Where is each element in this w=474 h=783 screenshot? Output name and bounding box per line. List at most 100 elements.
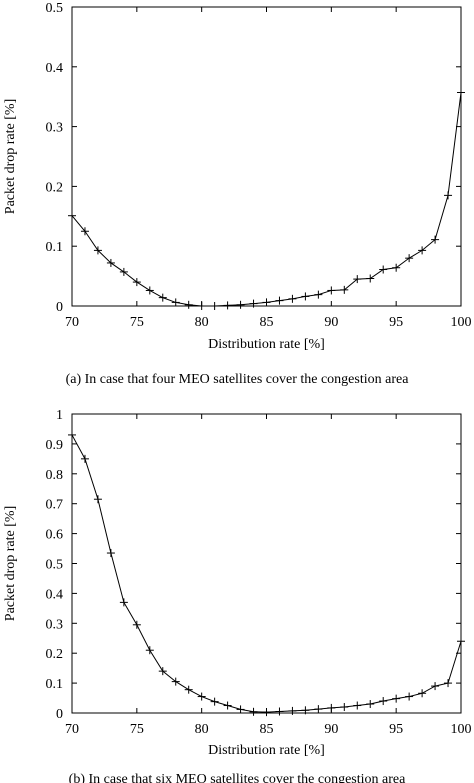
data-point-marker	[106, 549, 115, 558]
data-point-marker	[236, 300, 245, 309]
x-tick-label: 85	[260, 722, 274, 737]
data-point-marker	[444, 679, 453, 688]
data-point-marker	[275, 296, 284, 305]
data-point-marker	[132, 278, 141, 287]
data-point-marker	[457, 637, 465, 646]
data-point-marker	[210, 302, 219, 310]
x-tick-label: 85	[260, 315, 274, 330]
y-tick-label: 0.4	[46, 61, 64, 76]
data-point-marker	[366, 700, 375, 709]
data-point-marker	[392, 263, 401, 272]
series-line	[71, 92, 462, 307]
data-point-marker	[262, 298, 271, 307]
panel-caption: (b) In case that six MEO satellites cove…	[69, 772, 406, 783]
data-point-marker	[444, 191, 453, 200]
x-tick-label: 90	[324, 315, 338, 330]
y-tick-label: 0.9	[46, 438, 64, 453]
data-point-marker	[314, 290, 323, 299]
y-tick-label: 0.1	[46, 240, 64, 255]
y-tick-label: 0.5	[46, 1, 64, 16]
x-tick-label: 100	[451, 722, 472, 737]
data-point-marker	[340, 703, 349, 712]
data-point-marker	[314, 705, 323, 714]
x-tick-label: 70	[65, 315, 79, 330]
data-point-marker	[171, 677, 180, 686]
x-tick-label: 90	[324, 722, 338, 737]
x-tick-label: 80	[195, 315, 209, 330]
data-point-marker	[197, 302, 206, 310]
y-tick-label: 0.4	[46, 587, 64, 602]
data-point-marker	[158, 293, 167, 302]
y-tick-label: 0.5	[46, 558, 64, 573]
data-point-marker	[236, 705, 245, 714]
y-tick-label: 0.2	[46, 180, 64, 195]
data-point-marker	[171, 298, 180, 307]
y-tick-label: 0.7	[46, 498, 64, 513]
data-point-marker	[301, 706, 310, 715]
y-tick-label: 0	[56, 300, 63, 315]
data-point-marker	[106, 258, 115, 267]
y-tick-label: 0.6	[46, 528, 64, 543]
data-point-marker	[197, 692, 206, 701]
y-tick-label: 0.3	[46, 617, 64, 632]
data-point-marker	[379, 697, 388, 706]
data-point-marker	[68, 430, 76, 439]
data-point-marker	[392, 694, 401, 703]
y-axis-label: Packet drop rate [%]	[3, 99, 18, 214]
data-point-marker	[184, 300, 193, 309]
data-point-marker	[119, 598, 128, 607]
data-point-marker	[405, 254, 414, 263]
data-point-marker	[249, 707, 258, 716]
data-point-marker	[210, 697, 219, 706]
data-point-marker	[379, 265, 388, 274]
data-point-marker	[223, 701, 232, 710]
data-point-marker	[80, 227, 89, 236]
data-point-marker	[145, 286, 154, 295]
x-axis-label: Distribution rate [%]	[208, 337, 325, 352]
x-axis-label: Distribution rate [%]	[208, 743, 325, 758]
data-point-marker	[366, 274, 375, 283]
data-point-marker	[119, 267, 128, 276]
y-tick-label: 0.8	[46, 468, 64, 483]
data-point-marker	[288, 294, 297, 303]
x-tick-label: 75	[130, 722, 144, 737]
data-point-marker	[340, 285, 349, 294]
data-point-marker	[353, 701, 362, 710]
data-point-marker	[184, 685, 193, 694]
chart-panel-1: 70 75 80 85 90 95 100 0 0.1 0.2 0.3 0.4 0.5 Distribut…	[3, 1, 472, 387]
y-axis-label: Packet drop rate [%]	[3, 506, 18, 621]
data-point-marker	[327, 703, 336, 712]
x-tick-label: 100	[451, 315, 472, 330]
plot-frame	[71, 6, 462, 307]
y-tick-label: 1	[56, 408, 63, 423]
data-point-marker	[93, 246, 102, 255]
data-point-marker	[223, 301, 232, 310]
data-point-marker	[431, 235, 440, 244]
data-point-marker	[353, 275, 362, 284]
x-tick-label: 70	[65, 722, 79, 737]
data-point-marker	[80, 454, 89, 463]
data-point-marker	[405, 692, 414, 701]
data-point-marker	[288, 706, 297, 715]
series-line	[71, 434, 462, 713]
data-point-marker	[158, 667, 167, 676]
data-point-marker	[431, 682, 440, 691]
data-point-marker	[457, 88, 465, 97]
x-tick-label: 95	[389, 722, 403, 737]
y-tick-label: 0.3	[46, 121, 64, 136]
plot-frame	[71, 413, 462, 714]
data-point-marker	[93, 495, 102, 504]
data-point-marker	[327, 286, 336, 295]
data-point-marker	[68, 211, 76, 220]
data-point-marker	[301, 292, 310, 301]
data-point-marker	[275, 707, 284, 716]
y-tick-label: 0.2	[46, 647, 64, 662]
data-point-marker	[249, 299, 258, 308]
chart-panel-2: 70 75 80 85 90 95 100 0 0.1 0.2 0.3 0.4 0.5 0.6 0.7 0.8…	[3, 408, 472, 783]
x-tick-label: 75	[130, 315, 144, 330]
data-point-marker	[418, 246, 427, 255]
x-tick-label: 80	[195, 722, 209, 737]
data-point-marker	[145, 646, 154, 655]
y-tick-label: 0	[56, 707, 63, 722]
